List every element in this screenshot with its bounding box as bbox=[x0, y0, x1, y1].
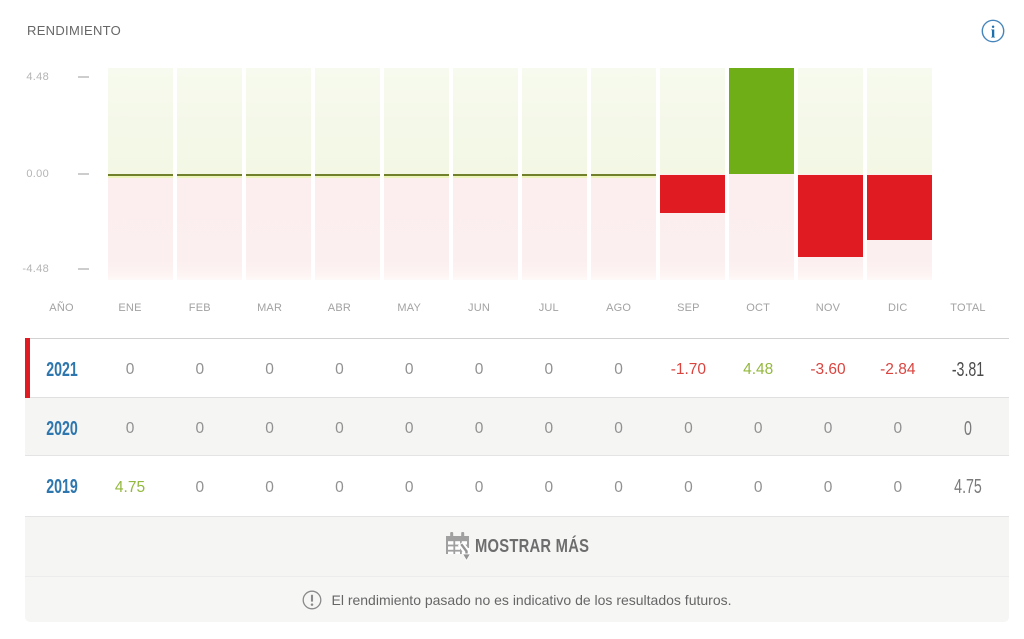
svg-text:i: i bbox=[991, 22, 996, 41]
